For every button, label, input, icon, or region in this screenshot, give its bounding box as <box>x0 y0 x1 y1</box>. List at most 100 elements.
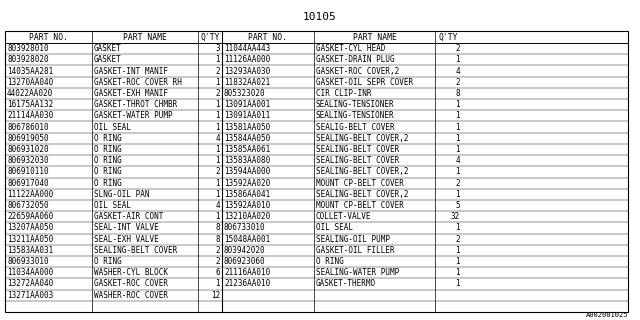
Text: 1: 1 <box>216 145 220 154</box>
Text: Q'TY: Q'TY <box>439 33 458 42</box>
Text: GASKET-AIR CONT: GASKET-AIR CONT <box>94 212 163 221</box>
Text: SEALING-BELT COVER,2: SEALING-BELT COVER,2 <box>316 190 408 199</box>
Text: 13211AA050: 13211AA050 <box>7 235 53 244</box>
Text: 13207AA050: 13207AA050 <box>7 223 53 232</box>
Text: 1: 1 <box>216 123 220 132</box>
Text: GASKET-CYL HEAD: GASKET-CYL HEAD <box>316 44 385 53</box>
Text: 1: 1 <box>456 190 460 199</box>
Text: 806931020: 806931020 <box>7 145 49 154</box>
Text: 1: 1 <box>456 123 460 132</box>
Text: OIL SEAL: OIL SEAL <box>94 123 131 132</box>
Text: 13091AA001: 13091AA001 <box>224 100 270 109</box>
Text: 13583AA031: 13583AA031 <box>7 246 53 255</box>
Text: SEALING-BELT COVER: SEALING-BELT COVER <box>316 156 399 165</box>
Text: 5: 5 <box>456 201 460 210</box>
Text: SEALING-OIL PUMP: SEALING-OIL PUMP <box>316 235 390 244</box>
Text: GASKET-ROC COVER: GASKET-ROC COVER <box>94 279 168 288</box>
Text: 3: 3 <box>216 44 220 53</box>
Text: Q'TY: Q'TY <box>200 33 220 42</box>
Text: GASKET-WATER PUMP: GASKET-WATER PUMP <box>94 111 173 120</box>
Text: 2: 2 <box>456 78 460 87</box>
Text: 1: 1 <box>456 145 460 154</box>
Text: O RING: O RING <box>316 257 344 266</box>
Text: 4: 4 <box>216 134 220 143</box>
Text: 803942020: 803942020 <box>224 246 266 255</box>
Text: 11044AA443: 11044AA443 <box>224 44 270 53</box>
Text: SEALING-WATER PUMP: SEALING-WATER PUMP <box>316 268 399 277</box>
Text: 6: 6 <box>216 268 220 277</box>
Text: PART NAME: PART NAME <box>123 33 167 42</box>
Text: 13271AA003: 13271AA003 <box>7 291 53 300</box>
Text: 11126AA000: 11126AA000 <box>224 55 270 64</box>
Text: COLLET-VALVE: COLLET-VALVE <box>316 212 371 221</box>
Text: 806733010: 806733010 <box>224 223 266 232</box>
Text: 11034AA000: 11034AA000 <box>7 268 53 277</box>
Text: 1: 1 <box>216 212 220 221</box>
Text: 1: 1 <box>216 156 220 165</box>
Text: SEALIG-BELT COVER: SEALIG-BELT COVER <box>316 123 395 132</box>
Text: 806932030: 806932030 <box>7 156 49 165</box>
Text: 22659AA060: 22659AA060 <box>7 212 53 221</box>
Text: 8: 8 <box>216 235 220 244</box>
Text: SEALING-BELT COVER: SEALING-BELT COVER <box>94 246 177 255</box>
Text: 1: 1 <box>216 111 220 120</box>
Text: 2: 2 <box>216 67 220 76</box>
Text: 13210AA020: 13210AA020 <box>224 212 270 221</box>
Text: SEALING-TENSIONER: SEALING-TENSIONER <box>316 100 395 109</box>
Text: 1: 1 <box>216 55 220 64</box>
Text: 13583AA080: 13583AA080 <box>224 156 270 165</box>
Text: 10105: 10105 <box>303 12 337 22</box>
Text: SEALING-BELT COVER: SEALING-BELT COVER <box>316 145 399 154</box>
Text: 1: 1 <box>216 279 220 288</box>
Text: 11122AA000: 11122AA000 <box>7 190 53 199</box>
Text: SEALING-TENSIONER: SEALING-TENSIONER <box>316 111 395 120</box>
Text: 806910110: 806910110 <box>7 167 49 176</box>
Text: OIL SEAL: OIL SEAL <box>316 223 353 232</box>
Text: 2: 2 <box>216 246 220 255</box>
Text: 1: 1 <box>456 246 460 255</box>
Text: SEAL-EXH VALVE: SEAL-EXH VALVE <box>94 235 159 244</box>
Text: O RING: O RING <box>94 156 122 165</box>
Text: GASKET-DRAIN PLUG: GASKET-DRAIN PLUG <box>316 55 395 64</box>
Bar <box>5 31 628 312</box>
Text: 8: 8 <box>216 223 220 232</box>
Text: O RING: O RING <box>94 179 122 188</box>
Text: 14035AA281: 14035AA281 <box>7 67 53 76</box>
Text: 1: 1 <box>456 268 460 277</box>
Text: 806917040: 806917040 <box>7 179 49 188</box>
Text: SEALING-BELT COVER,2: SEALING-BELT COVER,2 <box>316 134 408 143</box>
Text: 2: 2 <box>216 89 220 98</box>
Text: O RING: O RING <box>94 134 122 143</box>
Text: O RING: O RING <box>94 145 122 154</box>
Text: O RING: O RING <box>94 167 122 176</box>
Text: O RING: O RING <box>94 257 122 266</box>
Text: 1: 1 <box>456 100 460 109</box>
Text: 806919050: 806919050 <box>7 134 49 143</box>
Text: 4: 4 <box>456 156 460 165</box>
Text: 1: 1 <box>216 179 220 188</box>
Text: 2: 2 <box>216 167 220 176</box>
Text: 1: 1 <box>216 100 220 109</box>
Text: 1: 1 <box>456 134 460 143</box>
Text: GASKET-THERMO: GASKET-THERMO <box>316 279 376 288</box>
Text: 4: 4 <box>456 67 460 76</box>
Text: 806923060: 806923060 <box>224 257 266 266</box>
Text: 1: 1 <box>456 55 460 64</box>
Text: 13586AA041: 13586AA041 <box>224 190 270 199</box>
Text: PART NO.: PART NO. <box>29 33 68 42</box>
Text: SEALING-BELT COVER,2: SEALING-BELT COVER,2 <box>316 167 408 176</box>
Text: 803928020: 803928020 <box>7 55 49 64</box>
Text: 8: 8 <box>456 89 460 98</box>
Text: 805323020: 805323020 <box>224 89 266 98</box>
Text: 16175AA132: 16175AA132 <box>7 100 53 109</box>
Text: 15048AA001: 15048AA001 <box>224 235 270 244</box>
Text: GASKET: GASKET <box>94 55 122 64</box>
Text: A002001025: A002001025 <box>586 312 628 318</box>
Text: 2: 2 <box>216 257 220 266</box>
Text: PART NAME: PART NAME <box>353 33 396 42</box>
Text: 1: 1 <box>216 190 220 199</box>
Text: GASKET-OIL SEPR COVER: GASKET-OIL SEPR COVER <box>316 78 413 87</box>
Text: 1: 1 <box>456 223 460 232</box>
Text: 13594AA000: 13594AA000 <box>224 167 270 176</box>
Text: 12: 12 <box>211 291 220 300</box>
